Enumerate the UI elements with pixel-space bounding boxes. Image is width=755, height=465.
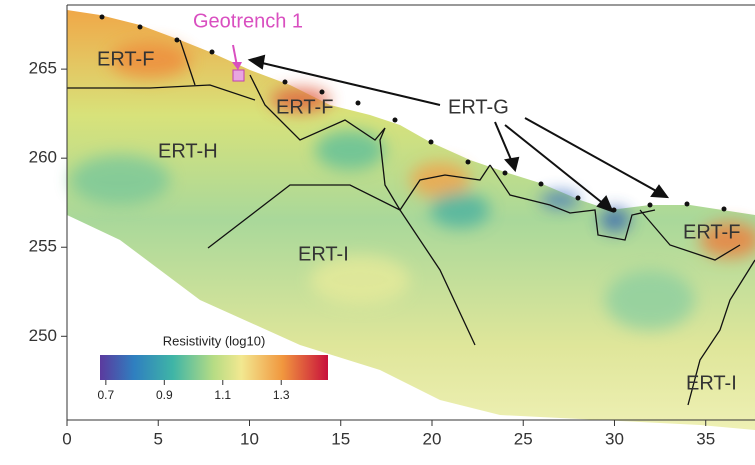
colorbar-title: Resistivity (log10) <box>163 333 266 348</box>
colorbar: Resistivity (log10) <box>100 333 328 380</box>
annotation: ERT-F <box>97 48 154 70</box>
y-tick-label: 255 <box>29 237 57 256</box>
x-tick-label: 0 <box>62 429 71 448</box>
zone-boundaries <box>67 39 755 406</box>
x-tick-label: 35 <box>696 429 715 448</box>
colorbar-tick-label: 1.3 <box>273 388 290 402</box>
annotation: Geotrench 1 <box>193 10 303 32</box>
x-tick-label: 5 <box>154 429 163 448</box>
geotrench-marker <box>232 44 245 82</box>
y-tick-label: 265 <box>29 59 57 78</box>
annotation: ERT-H <box>158 140 218 162</box>
colorbar-tick-label: 1.1 <box>214 388 231 402</box>
x-tick-label: 20 <box>423 429 442 448</box>
x-tick-label: 15 <box>331 429 350 448</box>
x-tick-label: 25 <box>514 429 533 448</box>
annotation: ERT-I <box>686 372 737 394</box>
x-tick-label: 10 <box>240 429 259 448</box>
section-body <box>67 10 755 430</box>
colorbar-tick-label: 0.7 <box>98 388 115 402</box>
annotation: ERT-F <box>276 96 333 118</box>
arrows <box>247 54 670 213</box>
colorbar-tick-label: 0.9 <box>156 388 173 402</box>
y-tick-label: 250 <box>29 326 57 345</box>
annotation: ERT-G <box>448 96 509 118</box>
electrodes <box>99 14 727 213</box>
x-tick-label: 30 <box>605 429 624 448</box>
annotation: ERT-F <box>683 221 740 243</box>
y-tick-label: 260 <box>29 148 57 167</box>
annotation: ERT-I <box>298 243 349 265</box>
